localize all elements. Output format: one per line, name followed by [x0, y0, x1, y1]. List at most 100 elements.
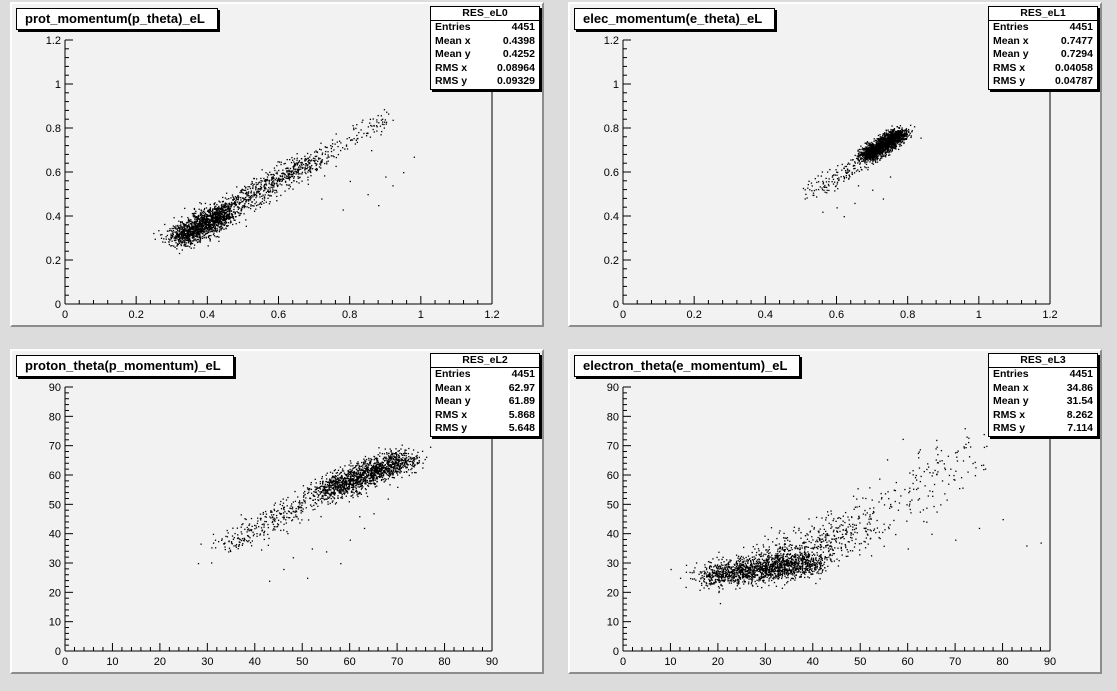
data-point: [889, 148, 891, 150]
data-point: [160, 237, 163, 239]
data-point: [237, 199, 239, 201]
data-point: [902, 139, 904, 141]
data-point: [288, 169, 290, 171]
data-point: [824, 184, 826, 187]
data-point: [188, 219, 191, 222]
data-point: [320, 149, 322, 151]
plot-pad-2[interactable]: 0 10 20 30 40 50 60 70 80 90 0 10 20 30 40 50 60 70 80 90 p…: [10, 349, 544, 674]
data-point: [291, 159, 294, 161]
data-point: [215, 236, 217, 238]
data-point: [891, 143, 893, 145]
data-point: [207, 218, 209, 220]
data-point: [894, 134, 896, 136]
data-point: [223, 204, 225, 207]
data-point: [214, 213, 216, 216]
data-point: [223, 216, 225, 219]
data-point: [395, 461, 398, 463]
data-point: [215, 209, 218, 212]
data-point: [192, 235, 194, 238]
data-point: [191, 223, 193, 225]
data-point: [879, 153, 881, 155]
data-point: [197, 216, 200, 218]
x-tick-label: 0.8: [900, 309, 915, 321]
data-point: [882, 149, 885, 151]
data-point: [238, 212, 240, 214]
data-point: [205, 232, 207, 234]
data-point: [219, 208, 221, 210]
data-point: [347, 492, 349, 494]
data-point: [371, 150, 373, 152]
data-point: [206, 210, 209, 212]
data-point: [237, 211, 239, 214]
data-point: [193, 247, 195, 249]
plot-pad-1[interactable]: 0 0.2 0.4 0.6 0.8 1 1.2 0 0.2 0.4 0.6 0.8 1 1.2 elec_…: [568, 2, 1102, 327]
data-point: [213, 222, 215, 224]
data-point: [822, 182, 825, 184]
data-point: [188, 224, 190, 227]
data-point: [273, 182, 275, 184]
data-point: [901, 138, 903, 140]
data-point: [866, 148, 868, 150]
data-point: [310, 159, 313, 161]
data-point: [883, 138, 885, 141]
data-point: [315, 167, 318, 170]
plot-pad-0[interactable]: 0 0.2 0.4 0.6 0.8 1 1.2 0 0.2 0.4 0.6 0.8 1 1.2 prot_…: [10, 2, 544, 327]
data-point: [339, 472, 342, 474]
data-point: [244, 198, 247, 200]
data-point: [256, 195, 258, 197]
data-point: [372, 467, 374, 469]
data-point: [879, 139, 882, 142]
data-point: [376, 467, 378, 470]
data-point: [337, 153, 340, 156]
data-point: [401, 454, 403, 456]
data-point: [872, 163, 875, 165]
data-point: [205, 207, 208, 209]
data-point: [831, 176, 834, 178]
data-point: [217, 210, 219, 213]
data-point: [304, 157, 306, 160]
data-point: [875, 156, 878, 158]
data-point: [255, 201, 258, 203]
data-point: [207, 227, 209, 230]
data-point: [225, 203, 227, 205]
data-point: [178, 252, 181, 255]
data-point: [245, 219, 247, 221]
data-point: [225, 209, 227, 211]
data-point: [866, 155, 868, 157]
data-point: [198, 237, 200, 239]
data-point: [273, 178, 275, 180]
data-point: [887, 144, 889, 146]
data-point: [340, 492, 342, 494]
data-point: [350, 490, 353, 492]
data-point: [897, 138, 900, 140]
data-point: [867, 157, 870, 159]
y-tick-label: 10: [49, 617, 61, 629]
data-point: [911, 131, 913, 133]
data-point: [888, 135, 890, 138]
data-point: [185, 224, 187, 227]
data-point: [283, 176, 286, 178]
data-point: [223, 204, 225, 206]
data-point: [868, 144, 870, 146]
data-point: [219, 225, 222, 228]
data-point: [287, 184, 289, 186]
data-point: [182, 226, 184, 228]
data-point: [913, 126, 916, 128]
data-point: [874, 154, 876, 156]
data-point: [213, 235, 216, 237]
data-point: [193, 240, 195, 242]
data-point: [390, 449, 392, 452]
data-point: [316, 163, 318, 165]
data-point: [881, 141, 883, 143]
data-point: [214, 215, 217, 217]
data-point: [192, 234, 195, 236]
data-point: [862, 155, 864, 158]
data-point: [180, 234, 183, 237]
data-point: [219, 210, 222, 213]
data-point: [286, 171, 288, 173]
data-point: [872, 189, 874, 191]
data-point: [187, 216, 189, 219]
data-point: [358, 131, 360, 134]
data-point: [174, 246, 176, 249]
data-point: [255, 204, 258, 207]
